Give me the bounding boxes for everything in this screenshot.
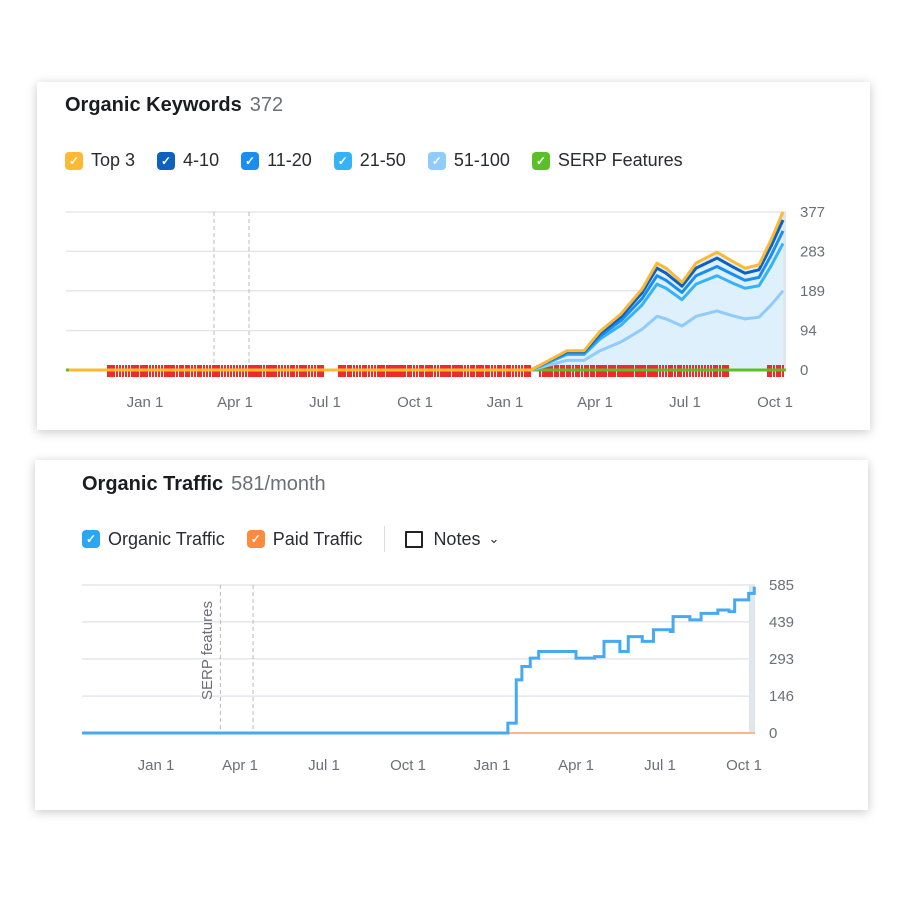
current-period-highlight [749, 585, 755, 733]
x-tick-label: Apr 1 [558, 757, 594, 774]
x-tick-label: Jan 1 [487, 394, 524, 411]
x-tick-label: Apr 1 [577, 394, 613, 411]
organic-traffic-card: Organic Traffic 581/month ✓ Organic Traffi… [35, 460, 868, 810]
keywords-chart: 0 94 189 283 377 Jan 1 Apr 1 Jul 1 Oct 1 Jan 1 Apr… [37, 82, 870, 430]
x-tick-label: Jan 1 [474, 757, 511, 774]
y-tick-label: 377 [800, 204, 825, 221]
y-tick-label: 0 [769, 725, 777, 742]
x-tick-label: Oct 1 [397, 394, 433, 411]
y-tick-label: 293 [769, 651, 794, 668]
serp-features-annotation: SERP features [199, 601, 216, 700]
x-tick-label: Jan 1 [138, 757, 175, 774]
x-tick-label: Jul 1 [644, 757, 676, 774]
y-tick-label: 94 [800, 323, 817, 340]
series-line-organic-traffic [82, 587, 754, 733]
y-tick-label: 0 [800, 362, 808, 379]
y-tick-label: 439 [769, 614, 794, 631]
organic-keywords-card: Organic Keywords 372 ✓ Top 3 ✓ 4-10 ✓ 11-20 ✓ 21… [37, 82, 870, 430]
x-tick-label: Oct 1 [390, 757, 426, 774]
y-tick-label: 146 [769, 688, 794, 705]
traffic-chart: 0 146 293 439 585 Jan 1 Apr 1 Jul 1 Oct 1 Jan 1 Ap… [35, 460, 868, 810]
x-tick-label: Jul 1 [308, 757, 340, 774]
x-tick-label: Jul 1 [669, 394, 701, 411]
y-tick-label: 585 [769, 577, 794, 594]
y-tick-label: 283 [800, 243, 825, 260]
x-tick-label: Jul 1 [309, 394, 341, 411]
x-tick-label: Apr 1 [222, 757, 258, 774]
x-tick-label: Oct 1 [757, 394, 793, 411]
x-tick-label: Jan 1 [127, 394, 164, 411]
x-tick-label: Apr 1 [217, 394, 253, 411]
y-tick-label: 189 [800, 283, 825, 300]
x-tick-label: Oct 1 [726, 757, 762, 774]
